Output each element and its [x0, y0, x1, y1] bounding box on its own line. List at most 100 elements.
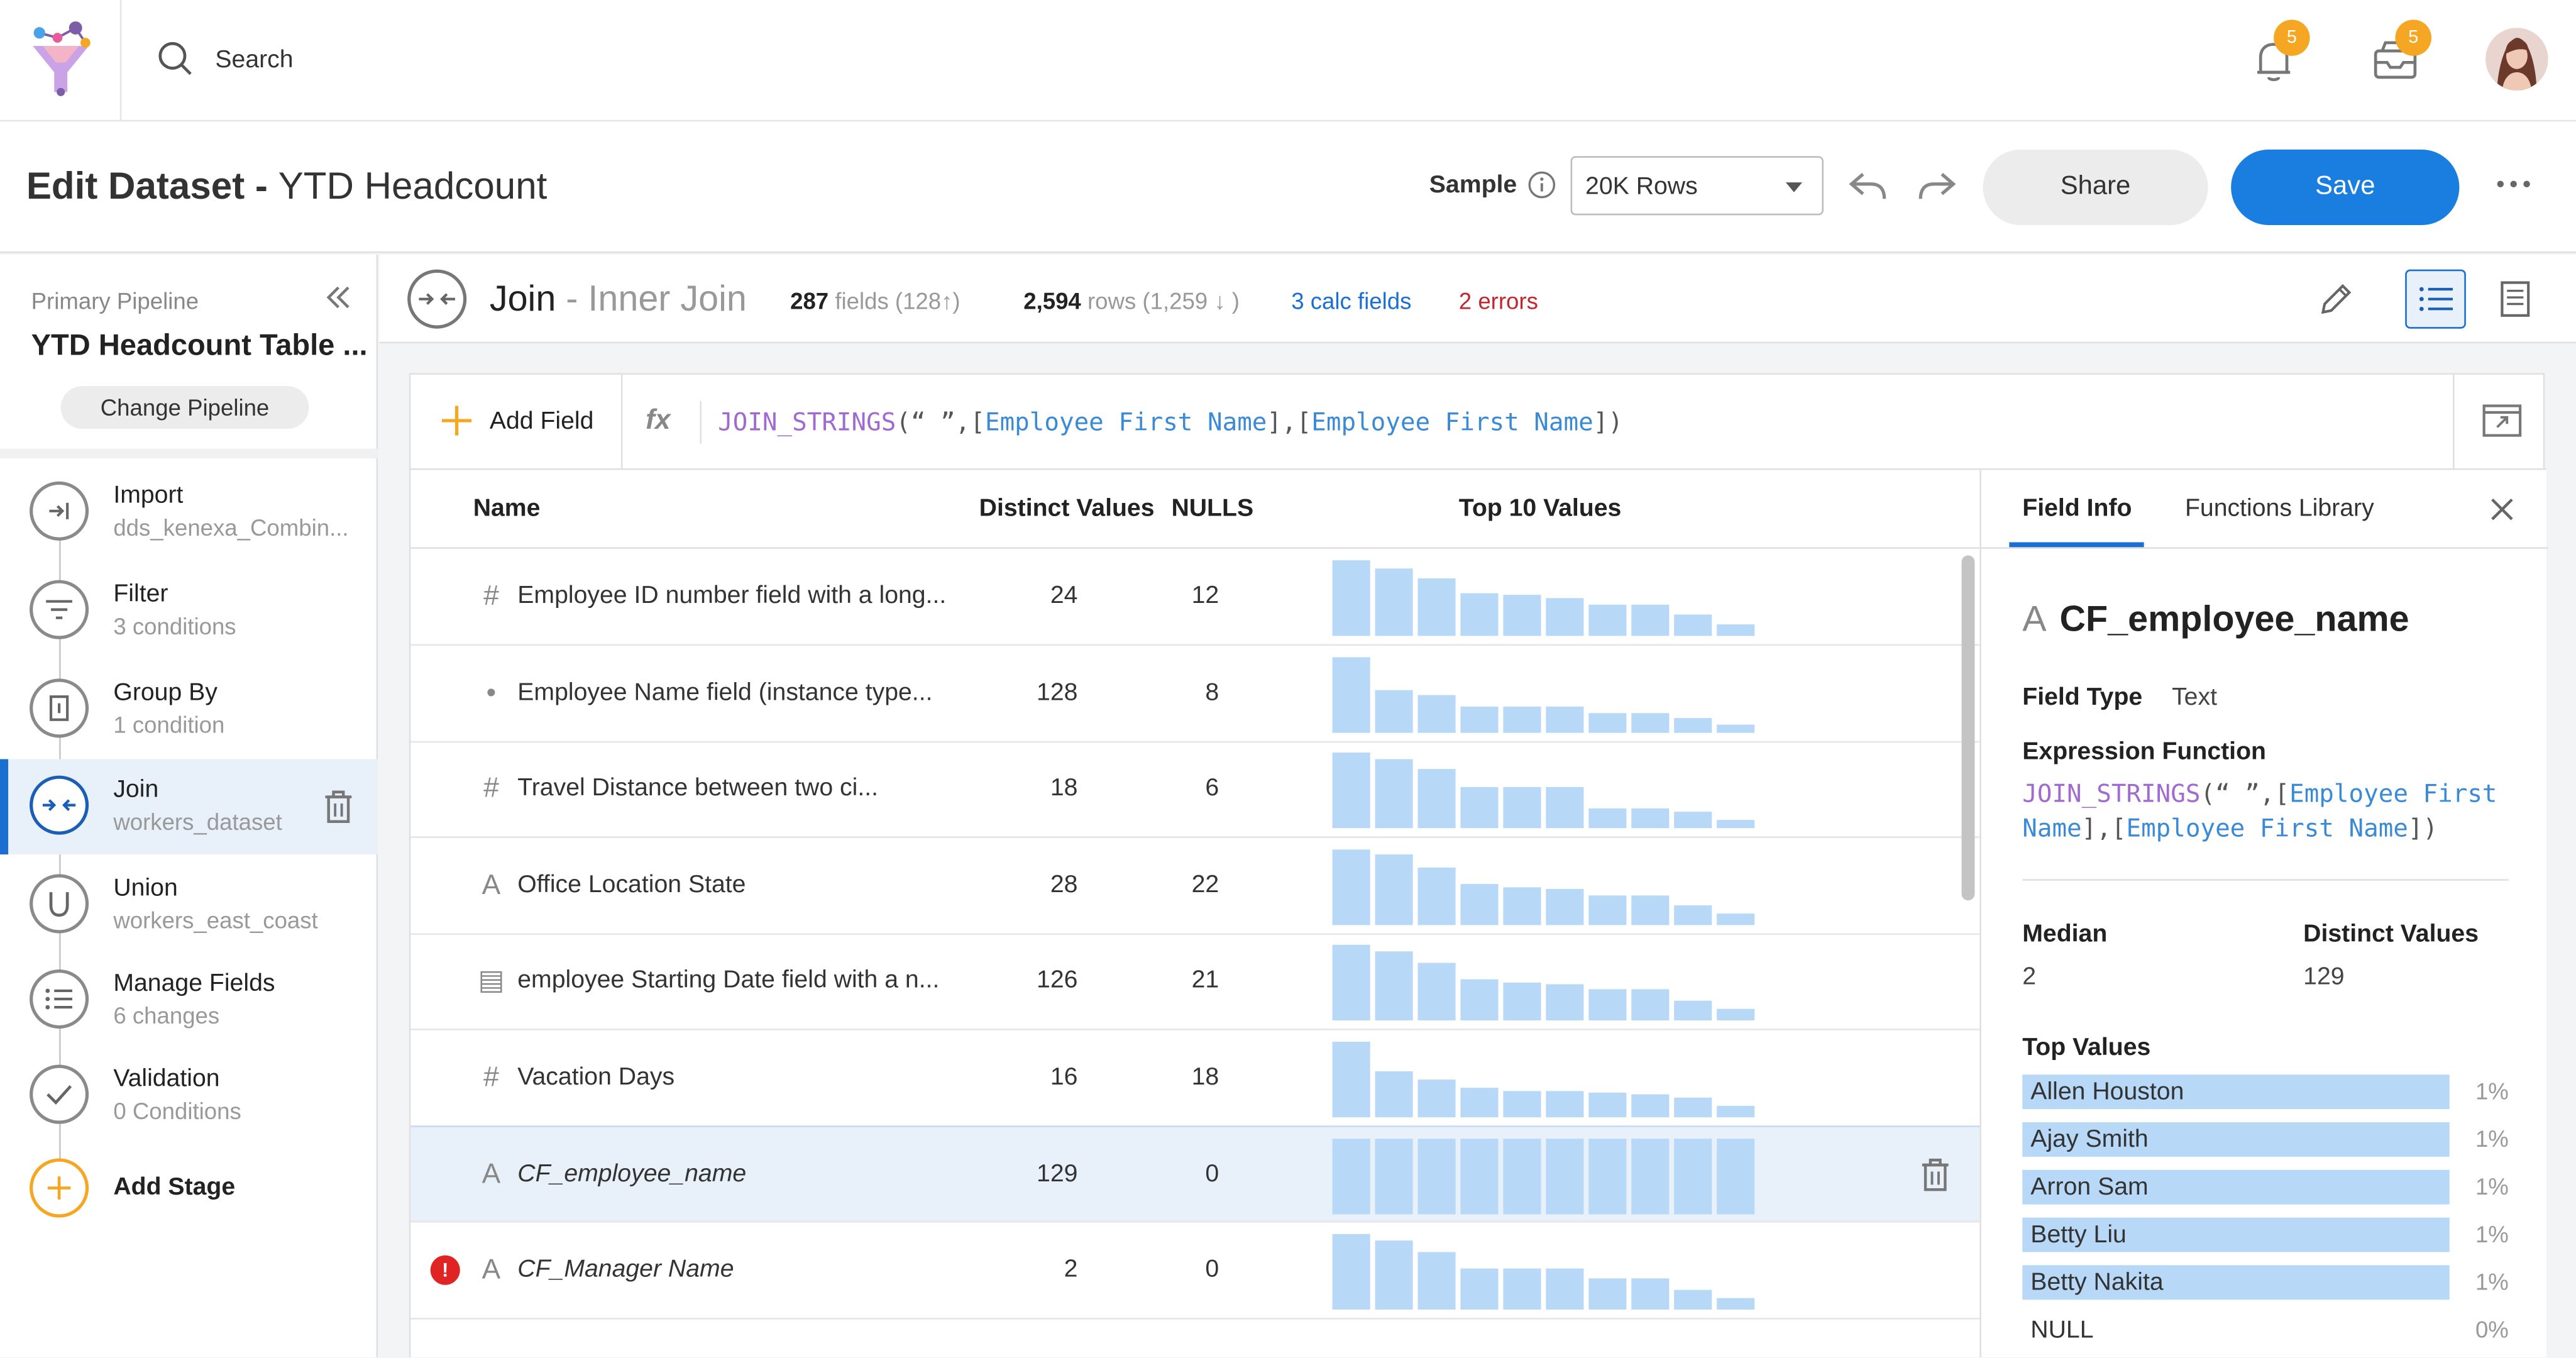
fields-count-label: fields (128 [828, 287, 942, 314]
add-stage-button[interactable]: Add Stage [0, 1142, 378, 1237]
distinct-values-value: 129 [2303, 963, 2345, 991]
redo-icon[interactable] [1915, 166, 1958, 206]
fields-count-value: 287 [790, 287, 829, 314]
panel-tabs: Field Info Functions Library [1981, 470, 2548, 549]
app-logo[interactable] [0, 0, 122, 122]
trash-icon[interactable] [1919, 1157, 1952, 1193]
add-field-label: Add Field [489, 406, 594, 435]
field-name[interactable]: Office Location State [517, 871, 746, 899]
formula-input[interactable]: JOIN_STRINGS(“ ”,[Employee First Name],[… [718, 407, 1623, 437]
field-type-icon: A [482, 869, 501, 901]
stage-group-by[interactable]: Group By 1 condition [0, 662, 378, 758]
field-name[interactable]: employee Starting Date field with a n... [517, 966, 940, 995]
column-header-top-values[interactable]: Top 10 Values [1458, 494, 1622, 523]
tab-functions-library[interactable]: Functions Library [2184, 494, 2374, 523]
rows-count-label: rows (1,259 [1081, 287, 1208, 314]
histogram-bar [1503, 1091, 1541, 1118]
field-name[interactable]: CF_employee_name [517, 1160, 747, 1188]
import-icon [30, 481, 89, 541]
histogram-bar [1631, 895, 1670, 925]
stage-validation[interactable]: Validation 0 Conditions [0, 1048, 378, 1144]
stage-title: Import [113, 481, 184, 510]
histogram-bar [1631, 1094, 1670, 1118]
field-type-icon: # [483, 580, 499, 612]
table-scrollbar[interactable] [1961, 555, 1975, 901]
pipeline-name: YTD Headcount Table ... [31, 328, 368, 362]
errors-link[interactable]: 2 errors [1458, 287, 1538, 314]
search-placeholder[interactable]: Search [215, 45, 294, 74]
field-name[interactable]: Employee ID number field with a long... [517, 582, 947, 610]
top-value-name: Ajay Smith [2030, 1125, 2149, 1154]
top-value-bar [2022, 1169, 2450, 1205]
change-pipeline-button[interactable]: Change Pipeline [60, 386, 309, 429]
tab-field-info[interactable]: Field Info [2022, 494, 2132, 523]
field-type-icon: # [483, 772, 499, 804]
table-row[interactable]: • Employee Name field (instance type... 12… [410, 646, 1980, 743]
calc-fields-link[interactable]: 3 calc fields [1291, 287, 1412, 314]
top-value-bar [2022, 1122, 2450, 1157]
table-row[interactable]: ! A CF_Manager Name 2 0 [410, 1222, 1980, 1320]
stage-manage-fields[interactable]: Manage Fields 6 changes [0, 953, 378, 1049]
table-row[interactable]: A CF_employee_name 129 0 [410, 1125, 1980, 1223]
inbox-button[interactable]: 5 [2365, 19, 2432, 89]
filter-icon [30, 580, 89, 639]
distinct-value-count: 126 [1037, 966, 1078, 995]
histogram-bar [1460, 1088, 1499, 1118]
stage-join[interactable]: Join workers_dataset [0, 759, 378, 855]
stage-title: Add Stage [113, 1173, 236, 1201]
rows-count: 2,594 rows (1,259 ↓ ) [1023, 287, 1240, 314]
stage-import[interactable]: Import dds_kenexa_Combin... [0, 465, 378, 561]
add-field-button[interactable]: Add Field [440, 404, 593, 437]
table-row[interactable]: ▤ employee Starting Date field with a n..… [410, 933, 1980, 1030]
median-label: Median [2022, 920, 2108, 949]
user-avatar-icon [2485, 28, 2548, 91]
pencil-icon[interactable] [2318, 281, 2354, 317]
collapse-sidebar-icon[interactable] [322, 281, 355, 314]
top-values-histogram [1332, 749, 1755, 829]
page-title-prefix: Edit Dataset - [26, 164, 278, 207]
table-view-icon[interactable] [2499, 279, 2531, 319]
histogram-bar [1375, 1139, 1413, 1215]
avatar[interactable] [2485, 28, 2548, 91]
histogram-bar [1332, 1234, 1370, 1310]
stage-filter[interactable]: Filter 3 conditions [0, 563, 378, 659]
stage-title: Group By [113, 678, 217, 707]
expand-icon[interactable] [2482, 404, 2522, 437]
column-header-nulls[interactable]: NULLS [1171, 494, 1254, 523]
search-box[interactable]: Search [156, 40, 294, 79]
distinct-value-count: 28 [1050, 871, 1078, 899]
field-name[interactable]: Vacation Days [517, 1063, 675, 1091]
table-row[interactable]: # Travel Distance between two ci... 18 6 [410, 741, 1980, 838]
sample-size-select[interactable]: 20K Rows [1570, 156, 1824, 216]
list-view-toggle[interactable] [2405, 269, 2466, 329]
histogram-bar [1417, 1252, 1456, 1310]
null-count: 12 [1191, 582, 1219, 610]
save-button[interactable]: Save [2231, 149, 2460, 226]
table-row[interactable]: # Vacation Days 16 18 [410, 1030, 1980, 1127]
stage-subtitle: workers_east_coast [113, 907, 318, 934]
top-value-bar [2022, 1074, 2450, 1110]
null-count: 0 [1205, 1160, 1219, 1188]
close-icon[interactable] [2489, 496, 2515, 522]
stage-heading-subtitle: - Inner Join [556, 277, 747, 319]
error-icon[interactable]: ! [430, 1255, 460, 1285]
trash-icon[interactable] [322, 788, 355, 824]
histogram-bar [1417, 867, 1456, 925]
field-type-icon: A [482, 1254, 501, 1285]
field-name[interactable]: Travel Distance between two ci... [517, 773, 879, 802]
column-header-name[interactable]: Name [473, 494, 541, 523]
histogram-bar [1717, 1105, 1755, 1118]
more-options-icon[interactable] [2497, 180, 2530, 187]
field-name[interactable]: Employee Name field (instance type... [517, 678, 933, 707]
inbox-badge: 5 [2395, 19, 2432, 56]
field-name[interactable]: CF_Manager Name [517, 1255, 734, 1284]
table-row[interactable]: # Employee ID number field with a long...… [410, 549, 1980, 646]
undo-icon[interactable] [1847, 166, 1890, 206]
info-icon[interactable] [1528, 171, 1556, 199]
stage-union[interactable]: Union workers_east_coast [0, 858, 378, 953]
distinct-value-count: 16 [1050, 1063, 1078, 1091]
notifications-button[interactable]: 5 [2244, 19, 2310, 89]
table-row[interactable]: A Office Location State 28 22 [410, 838, 1980, 936]
column-header-distinct[interactable]: Distinct Values [979, 494, 1155, 523]
share-button[interactable]: Share [1983, 149, 2208, 226]
